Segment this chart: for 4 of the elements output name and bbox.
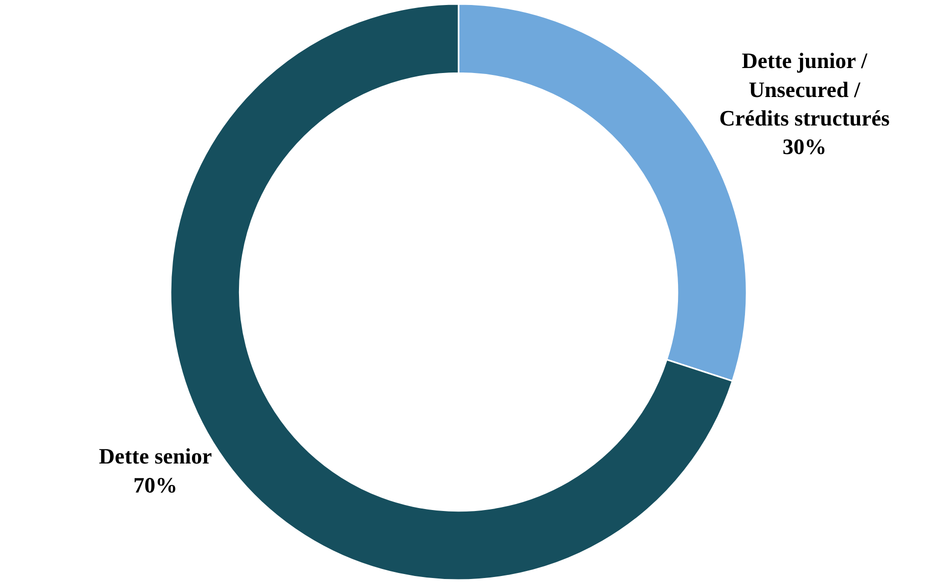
slice-label: Dette senior bbox=[98, 444, 212, 469]
data-label: 30% bbox=[782, 134, 826, 159]
data-label: 70% bbox=[133, 472, 178, 498]
slice-label: Dette junior / Unsecured / Crédits structurés bbox=[719, 48, 890, 130]
